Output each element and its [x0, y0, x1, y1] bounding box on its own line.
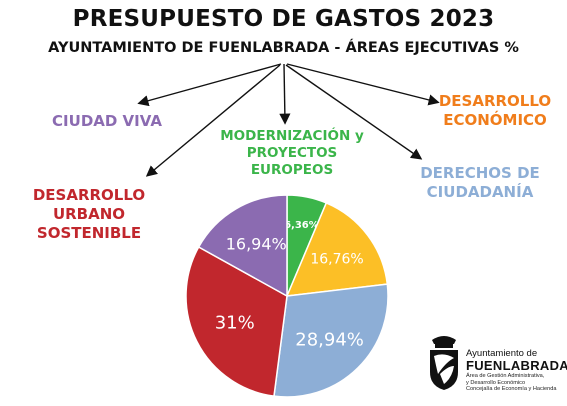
logo-title: Ayuntamiento de	[466, 348, 538, 359]
chart-subtitle: AYUNTAMIENTO DE FUENLABRADA - ÁREAS EJEC…	[48, 40, 519, 56]
arrow-to-derechos	[285, 64, 423, 160]
chart-title: PRESUPUESTO DE GASTOS 2023	[72, 6, 495, 32]
fuenlabrada-logo: Ayuntamiento de FUENLABRADA Área de Gest…	[424, 330, 567, 400]
arrow-to-ciudad-viva	[137, 63, 282, 107]
arrow-to-desarrollo-urbano	[145, 64, 281, 177]
pie-slice-derechos-ciudadania	[273, 283, 389, 398]
logo-subtitle: Área de Gestión Administrativa, y Desarr…	[466, 373, 557, 392]
pie-slice-desarrollo-economico	[285, 201, 389, 297]
arrow-to-desarrollo-economico	[286, 63, 440, 106]
label-ciudad-viva: CIUDAD VIVA	[52, 112, 162, 130]
slice-label-desarrollo-urbano: 31%	[215, 313, 255, 334]
slice-label-ciudad-viva: 16,94%	[226, 234, 287, 253]
slice-label-derechos-ciudadania: 28,94%	[295, 329, 364, 350]
slice-label-desarrollo-economico: 16,76%	[310, 251, 363, 267]
label-desarrollo-economico: DESARROLLO ECONÓMICO	[438, 92, 552, 129]
arrow-to-modernizacion	[279, 63, 291, 125]
fuenlabrada-emblem-icon	[430, 336, 458, 390]
label-modernizacion: MODERNIZACIÓN y PROYECTOS EUROPEOS	[220, 128, 364, 178]
slice-label-modernizacion: 6,36%	[284, 220, 319, 231]
logo-name: FUENLABRADA	[466, 358, 567, 373]
label-desarrollo-urbano: DESARROLLO URBANO SOSTENIBLE	[32, 186, 146, 242]
label-derechos-ciudadania: DERECHOS DE CIUDADANÍA	[420, 164, 540, 201]
pie-slice-desarrollo-urbano	[185, 245, 288, 397]
pie-slice-ciudad-viva	[197, 194, 288, 298]
